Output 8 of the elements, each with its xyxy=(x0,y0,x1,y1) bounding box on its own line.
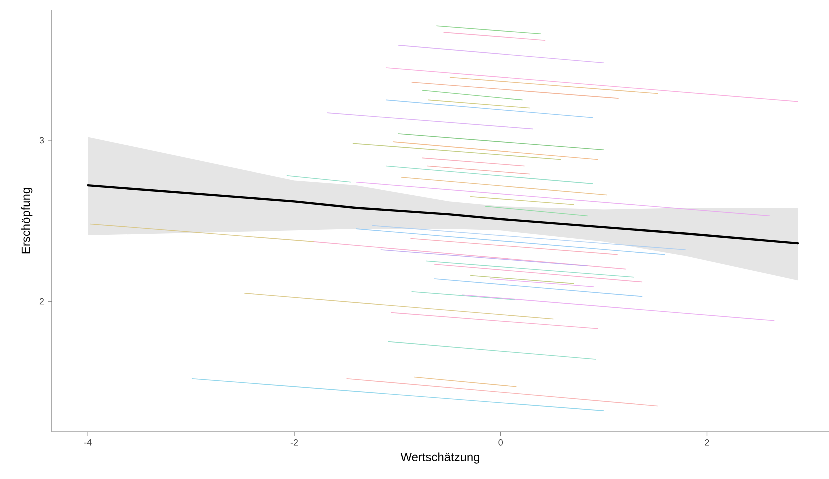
y-axis-title: Erschöpfung xyxy=(22,188,33,254)
x-tick-label: -2 xyxy=(290,440,298,446)
x-axis-title: Wertschätzung xyxy=(400,452,480,464)
line-series xyxy=(87,184,800,245)
y-tick-label: 3 xyxy=(40,137,44,144)
x-tick-label: 2 xyxy=(705,440,710,446)
x-tick-label: 0 xyxy=(498,440,504,446)
x-tick-label: -4 xyxy=(84,440,92,446)
